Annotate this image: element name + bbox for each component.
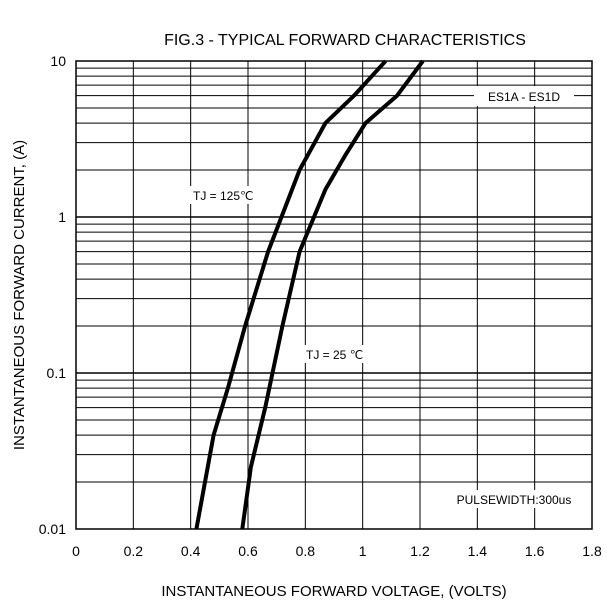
x-tick-label: 0.8 [296, 543, 316, 559]
y-tick-label: 0.01 [39, 521, 66, 537]
x-tick-label: 0 [72, 543, 80, 559]
curve-label-125-bg [189, 186, 267, 204]
curve-label-25-bg [302, 345, 382, 363]
x-axis-ticks: 0 0.2 0.4 0.6 0.8 1 1.2 1.4 1.6 1.8 [72, 543, 602, 559]
series-line-0 [194, 59, 388, 530]
pulsewidth-label-bg [452, 490, 576, 508]
plot-frame [75, 60, 593, 530]
y-tick-label: 1 [58, 209, 66, 225]
x-tick-label: 1.6 [525, 543, 545, 559]
x-tick-label: 1 [359, 543, 367, 559]
chart-curves [194, 59, 425, 530]
curve-label-125: TJ = 125℃ [193, 189, 254, 203]
y-axis-label: INSTANTANEOUS FORWARD CURRENT, (A) [11, 140, 28, 450]
x-tick-label: 1.4 [468, 543, 488, 559]
legend-box-bg [474, 86, 574, 106]
x-tick-label: 0.6 [238, 543, 258, 559]
x-axis-label: INSTANTANEOUS FORWARD VOLTAGE, (VOLTS) [161, 583, 506, 600]
x-tick-label: 1.2 [410, 543, 430, 559]
y-tick-label: 0.1 [47, 365, 67, 381]
y-tick-label: 10 [50, 53, 66, 69]
device-range-label: ES1A - ES1D [488, 90, 560, 104]
chart-grid [76, 61, 592, 529]
x-tick-label: 1.8 [582, 543, 602, 559]
chart-title: FIG.3 - TYPICAL FORWARD CHARACTERISTICS [164, 32, 526, 49]
y-axis-ticks: 0.01 0.1 1 10 [39, 53, 66, 537]
curve-label-25: TJ = 25 ℃ [306, 348, 363, 362]
x-tick-label: 0.4 [181, 543, 201, 559]
x-tick-label: 0.2 [124, 543, 144, 559]
pulsewidth-label: PULSEWIDTH:300us [457, 493, 572, 507]
series-line-1 [240, 59, 425, 530]
